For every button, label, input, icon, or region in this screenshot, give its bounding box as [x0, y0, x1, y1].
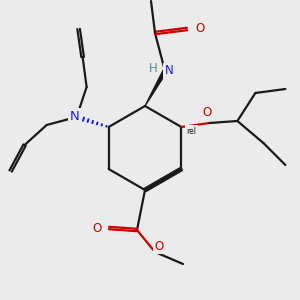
- Text: N: N: [70, 110, 80, 122]
- Text: O: O: [195, 22, 205, 34]
- Polygon shape: [145, 70, 167, 106]
- Text: O: O: [203, 106, 212, 119]
- Text: H: H: [148, 62, 158, 76]
- Text: N: N: [165, 64, 173, 77]
- Text: O: O: [154, 239, 164, 253]
- Text: O: O: [92, 221, 102, 235]
- Text: rel: rel: [186, 127, 197, 136]
